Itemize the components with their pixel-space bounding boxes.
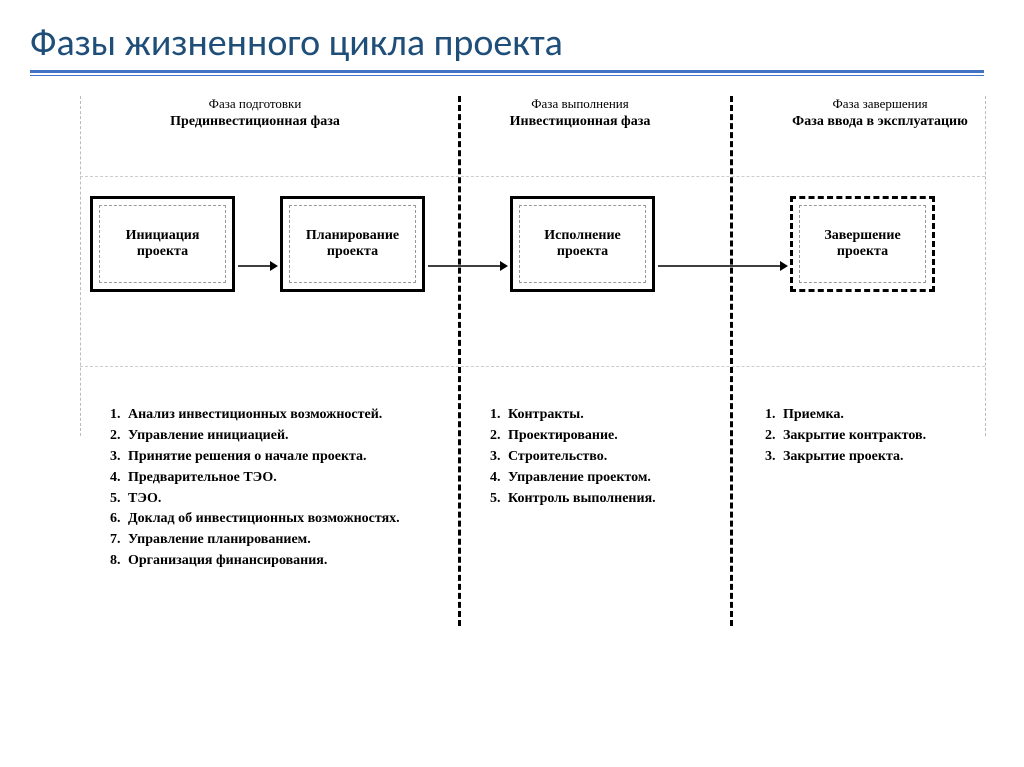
list-item: Управление планированием.: [124, 531, 430, 550]
box-execution: Исполнение проекта: [510, 196, 655, 292]
list-2: Контракты. Проектирование. Строительство…: [470, 406, 710, 508]
phase-exec: Фаза выполнения Инвестиционная фаза: [460, 96, 700, 130]
list-item: Предварительное ТЭО.: [124, 469, 430, 488]
boxes-row: Инициация проекта Планирование проекта И…: [70, 196, 994, 336]
title-underline: [30, 70, 994, 76]
phase-close: Фаза завершения Фаза ввода в эксплуатаци…: [770, 96, 990, 130]
list-item: ТЭО.: [124, 490, 430, 509]
list-item: Управление проектом.: [504, 469, 710, 488]
list-item: Организация финансирования.: [124, 552, 430, 571]
list-col-1: Анализ инвестиционных возможностей. Упра…: [90, 406, 430, 573]
list-item: Проектирование.: [504, 427, 710, 446]
box-closure: Завершение проекта: [790, 196, 935, 292]
box-initiation-label: Инициация проекта: [99, 205, 226, 283]
list-3: Приемка. Закрытие контрактов. Закрытие п…: [745, 406, 975, 467]
phase-prep: Фаза подготовки Прединвестиционная фаза: [100, 96, 410, 130]
list-item: Управление инициацией.: [124, 427, 430, 446]
list-item: Анализ инвестиционных возможностей.: [124, 406, 430, 425]
phase-headers: Фаза подготовки Прединвестиционная фаза …: [70, 96, 994, 166]
list-item: Приемка.: [779, 406, 975, 425]
box-closure-label: Завершение проекта: [799, 205, 926, 283]
phase-close-sub: Фаза завершения: [770, 96, 990, 112]
phase-close-main: Фаза ввода в эксплуатацию: [770, 114, 990, 130]
diagram-container: Фаза подготовки Прединвестиционная фаза …: [70, 96, 994, 696]
box-execution-label: Исполнение проекта: [519, 205, 646, 283]
list-item: Доклад об инвестиционных возможностях.: [124, 510, 430, 529]
arrow-3-icon: [658, 259, 788, 273]
list-col-2: Контракты. Проектирование. Строительство…: [470, 406, 710, 510]
list-item: Контракты.: [504, 406, 710, 425]
phase-prep-sub: Фаза подготовки: [100, 96, 410, 112]
guideline-top: [80, 176, 985, 177]
box-planning-label: Планирование проекта: [289, 205, 416, 283]
list-item: Закрытие проекта.: [779, 448, 975, 467]
list-item: Контроль выполнения.: [504, 490, 710, 509]
list-col-3: Приемка. Закрытие контрактов. Закрытие п…: [745, 406, 975, 469]
box-initiation: Инициация проекта: [90, 196, 235, 292]
arrow-1-icon: [238, 259, 278, 273]
phase-exec-main: Инвестиционная фаза: [460, 114, 700, 130]
list-1: Анализ инвестиционных возможностей. Упра…: [90, 406, 430, 571]
page-title: Фазы жизненного цикла проекта: [30, 20, 994, 66]
guideline-mid: [80, 366, 985, 367]
list-item: Закрытие контрактов.: [779, 427, 975, 446]
phase-exec-sub: Фаза выполнения: [460, 96, 700, 112]
box-planning: Планирование проекта: [280, 196, 425, 292]
list-item: Принятие решения о начале проекта.: [124, 448, 430, 467]
phase-prep-main: Прединвестиционная фаза: [100, 114, 410, 130]
list-item: Строительство.: [504, 448, 710, 467]
arrow-2-icon: [428, 259, 508, 273]
